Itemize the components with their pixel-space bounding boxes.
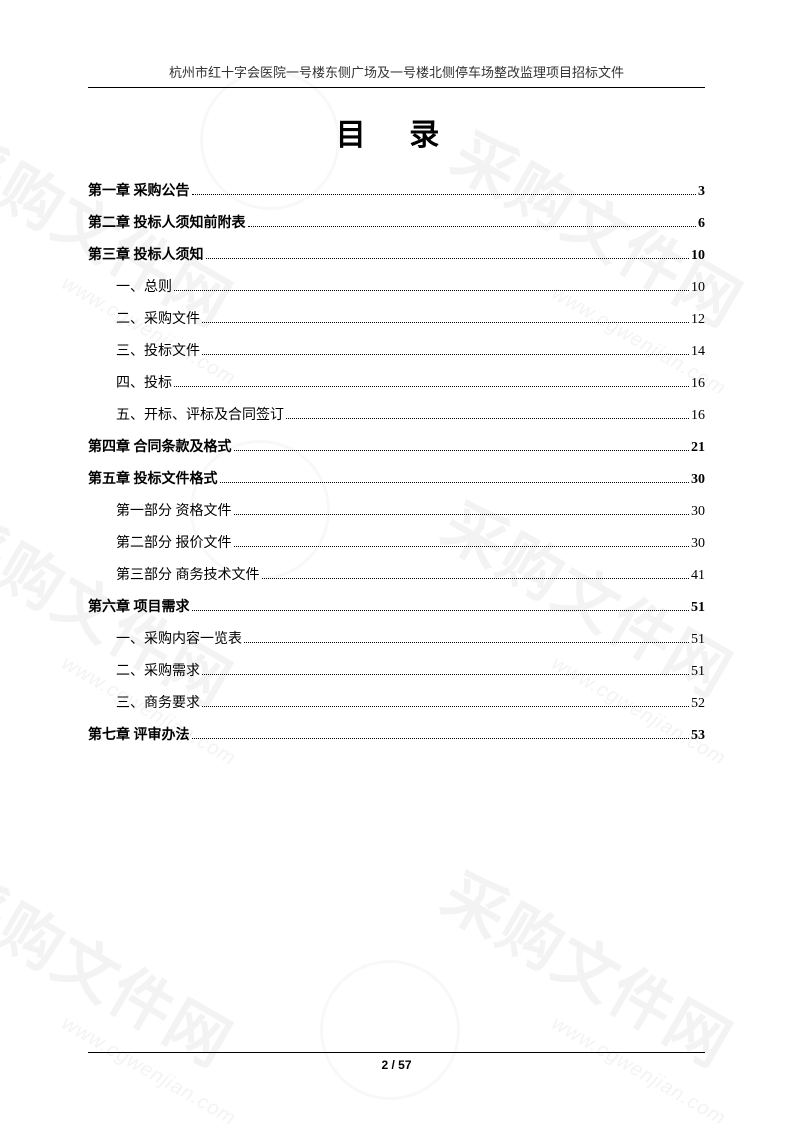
toc-label: 第五章 投标文件格式 [88,468,218,488]
toc-leader-dots [202,706,689,707]
toc-label: 第一章 采购公告 [88,180,190,200]
toc-label: 四、投标 [116,372,172,392]
toc-label: 第三章 投标人须知 [88,244,204,264]
toc-page-number: 30 [691,504,705,520]
toc-label: 第二章 投标人须知前附表 [88,212,246,232]
toc-entry: 第三章 投标人须知 10 [88,244,705,264]
toc-leader-dots [248,226,697,227]
toc-page-number: 41 [691,568,705,584]
toc-page-number: 12 [691,312,705,328]
toc-label: 第二部分 报价文件 [116,532,232,552]
toc-leader-dots [286,418,689,419]
toc-entry: 第一章 采购公告 3 [88,180,705,200]
toc-entry: 三、投标文件 14 [88,340,705,360]
toc-entry: 一、总则 10 [88,276,705,296]
toc-leader-dots [206,258,690,259]
toc-entry: 四、投标 16 [88,372,705,392]
toc-page-number: 30 [691,536,705,552]
toc-page-number: 3 [698,184,705,200]
toc-leader-dots [262,578,690,579]
toc-label: 二、采购需求 [116,660,200,680]
toc-entry: 第五章 投标文件格式 30 [88,468,705,488]
toc-leader-dots [192,738,690,739]
toc-entry: 第七章 评审办法 53 [88,724,705,744]
toc-entry: 第三部分 商务技术文件 41 [88,564,705,584]
toc-page-number: 21 [691,440,705,456]
toc-entry: 第二章 投标人须知前附表 6 [88,212,705,232]
toc-label: 第一部分 资格文件 [116,500,232,520]
toc-page-number: 16 [691,408,705,424]
toc-leader-dots [174,386,689,387]
toc-label: 第三部分 商务技术文件 [116,564,260,584]
toc-leader-dots [244,642,689,643]
toc-entry: 第二部分 报价文件 30 [88,532,705,552]
toc-page-number: 30 [691,472,705,488]
toc-label: 第六章 项目需求 [88,596,190,616]
toc-label: 五、开标、评标及合同签订 [116,404,284,424]
toc-label: 一、总则 [116,276,172,296]
toc-entry: 五、开标、评标及合同签订 16 [88,404,705,424]
toc-page-number: 6 [698,216,705,232]
toc-label: 一、采购内容一览表 [116,628,242,648]
toc-entry: 一、采购内容一览表 51 [88,628,705,648]
toc-entry: 第一部分 资格文件 30 [88,500,705,520]
toc-leader-dots [174,290,689,291]
toc-entry: 第六章 项目需求 51 [88,596,705,616]
toc-label: 二、采购文件 [116,308,200,328]
table-of-contents: 第一章 采购公告 3 第二章 投标人须知前附表 6 第三章 投标人须知 10 一、总则 10 二… [88,180,705,744]
toc-leader-dots [234,546,690,547]
toc-page-number: 10 [691,248,705,264]
toc-page-number: 52 [691,696,705,712]
toc-page-number: 51 [691,632,705,648]
toc-page-number: 53 [691,728,705,744]
toc-entry: 三、商务要求 52 [88,692,705,712]
toc-leader-dots [234,514,690,515]
toc-leader-dots [192,194,697,195]
toc-leader-dots [220,482,690,483]
toc-page-number: 14 [691,344,705,360]
page-title: 目 录 [88,110,705,154]
page-footer: 2 / 57 [88,1052,705,1072]
toc-leader-dots [234,450,690,451]
toc-page-number: 16 [691,376,705,392]
toc-leader-dots [202,674,689,675]
toc-leader-dots [202,322,689,323]
toc-label: 第四章 合同条款及格式 [88,436,232,456]
document-page: 杭州市红十字会医院一号楼东侧广场及一号楼北侧停车场整改监理项目招标文件 目 录 … [0,0,793,1122]
toc-label: 三、商务要求 [116,692,200,712]
toc-entry: 二、采购文件 12 [88,308,705,328]
toc-page-number: 51 [691,600,705,616]
toc-label: 三、投标文件 [116,340,200,360]
toc-page-number: 51 [691,664,705,680]
page-header: 杭州市红十字会医院一号楼东侧广场及一号楼北侧停车场整改监理项目招标文件 [88,62,705,88]
toc-entry: 二、采购需求 51 [88,660,705,680]
toc-page-number: 10 [691,280,705,296]
toc-entry: 第四章 合同条款及格式 21 [88,436,705,456]
toc-leader-dots [192,610,690,611]
toc-label: 第七章 评审办法 [88,724,190,744]
toc-leader-dots [202,354,689,355]
